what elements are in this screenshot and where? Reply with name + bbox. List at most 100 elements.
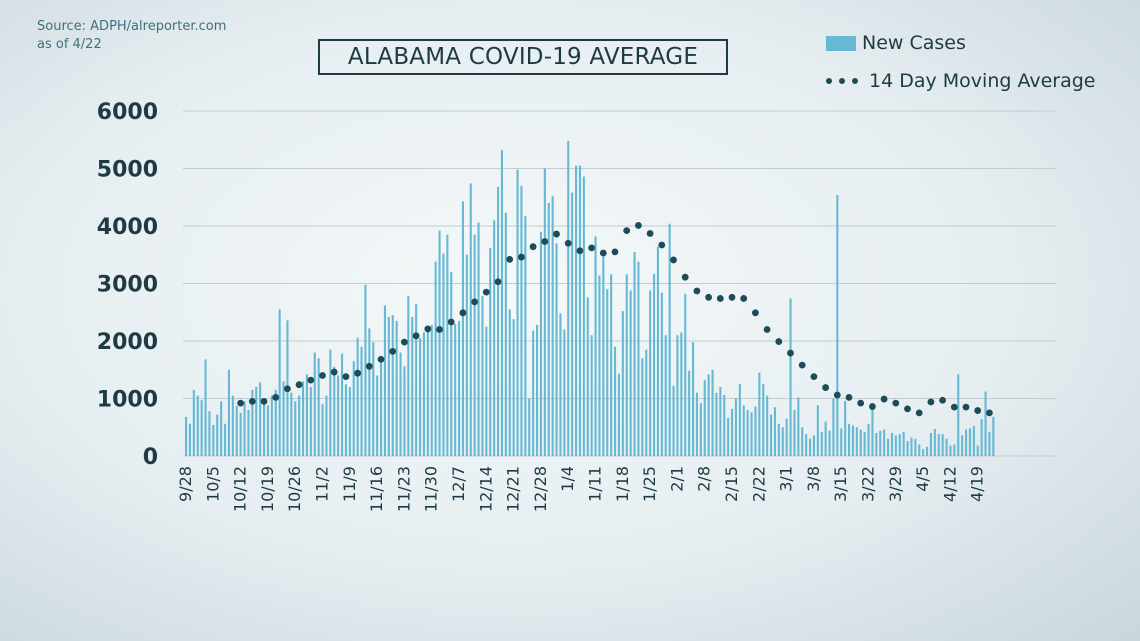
- average-point: [798, 361, 806, 369]
- bar: [894, 435, 897, 456]
- bar: [617, 373, 620, 456]
- average-point: [892, 399, 900, 407]
- bar: [703, 380, 706, 456]
- bar: [851, 425, 854, 456]
- average-point: [471, 298, 478, 306]
- average-point: [950, 403, 958, 411]
- bar: [563, 329, 566, 456]
- x-tick-label: 10/5: [203, 466, 222, 502]
- bar: [812, 435, 815, 456]
- as-of-date: as of 4/22: [37, 37, 102, 52]
- bar: [828, 430, 831, 456]
- bar: [508, 309, 511, 456]
- x-tick-label: 12/21: [504, 466, 523, 512]
- average-point: [330, 368, 338, 376]
- bar: [949, 445, 952, 456]
- bar: [348, 387, 351, 456]
- bar: [185, 416, 188, 456]
- bar: [781, 427, 784, 456]
- bar: [668, 223, 671, 456]
- bar: [988, 431, 991, 456]
- bar: [290, 392, 293, 456]
- x-tick-label: 11/23: [394, 466, 413, 512]
- average-point: [904, 405, 911, 413]
- bar: [606, 289, 609, 456]
- bar: [481, 296, 484, 456]
- y-tick-label: 6000: [97, 100, 158, 125]
- bar: [422, 332, 425, 456]
- x-tick-label: 10/19: [258, 466, 277, 512]
- x-tick-label: 10/26: [285, 466, 304, 512]
- bar: [196, 395, 199, 456]
- bar: [688, 370, 691, 456]
- legend-swatch-bars: [826, 35, 856, 51]
- bar: [200, 400, 203, 456]
- bar: [840, 428, 843, 456]
- bar: [524, 216, 527, 456]
- average-point: [412, 332, 420, 340]
- bar: [259, 382, 262, 456]
- bar: [489, 247, 492, 456]
- x-tick-label: 1/25: [640, 466, 659, 502]
- average-point: [974, 407, 982, 414]
- bar: [387, 316, 390, 456]
- bar: [313, 352, 316, 456]
- average-point: [365, 362, 373, 370]
- bar: [208, 411, 211, 456]
- bar: [446, 234, 449, 456]
- average-point: [260, 397, 268, 405]
- bar: [352, 361, 355, 456]
- bar: [656, 246, 659, 456]
- bar: [820, 431, 823, 456]
- bar: [325, 395, 328, 456]
- bar: [216, 414, 219, 456]
- bar: [344, 384, 347, 456]
- bar: [715, 392, 718, 456]
- bar: [707, 374, 710, 456]
- x-tick-label: 12/7: [449, 466, 468, 502]
- bar: [461, 201, 464, 456]
- bar: [251, 389, 254, 456]
- average-point: [845, 393, 853, 401]
- bar: [227, 369, 230, 456]
- bar: [836, 194, 839, 456]
- bar: [992, 416, 995, 456]
- bar: [337, 375, 340, 456]
- bar: [754, 406, 757, 456]
- bar: [298, 395, 301, 456]
- bar: [391, 315, 394, 456]
- x-tick-label: 3/29: [886, 466, 905, 502]
- average-point: [436, 326, 443, 333]
- bar: [192, 389, 195, 456]
- bar: [719, 387, 722, 456]
- bar: [372, 342, 375, 456]
- bar: [723, 395, 726, 456]
- bar: [547, 203, 550, 456]
- bar: [875, 433, 878, 456]
- bar: [879, 430, 882, 456]
- average-point: [576, 247, 584, 255]
- average-point: [295, 381, 303, 389]
- bar: [770, 414, 773, 456]
- average-point: [541, 238, 549, 245]
- bar: [536, 324, 539, 456]
- average-point: [822, 384, 829, 391]
- bar: [543, 168, 546, 456]
- bar: [329, 349, 332, 456]
- x-tick-label: 11/30: [422, 466, 441, 512]
- bar: [902, 431, 905, 456]
- bar: [243, 401, 246, 456]
- bar: [766, 395, 769, 456]
- bar: [555, 243, 558, 456]
- bar: [415, 304, 418, 456]
- bar: [450, 272, 453, 456]
- bar: [473, 234, 476, 456]
- bar: [984, 391, 987, 456]
- bar: [680, 332, 683, 456]
- x-tick-label: 4/5: [913, 466, 932, 492]
- average-point: [752, 309, 759, 317]
- bar: [586, 297, 589, 456]
- bar: [848, 423, 851, 456]
- bar: [968, 428, 971, 456]
- bar: [551, 196, 554, 456]
